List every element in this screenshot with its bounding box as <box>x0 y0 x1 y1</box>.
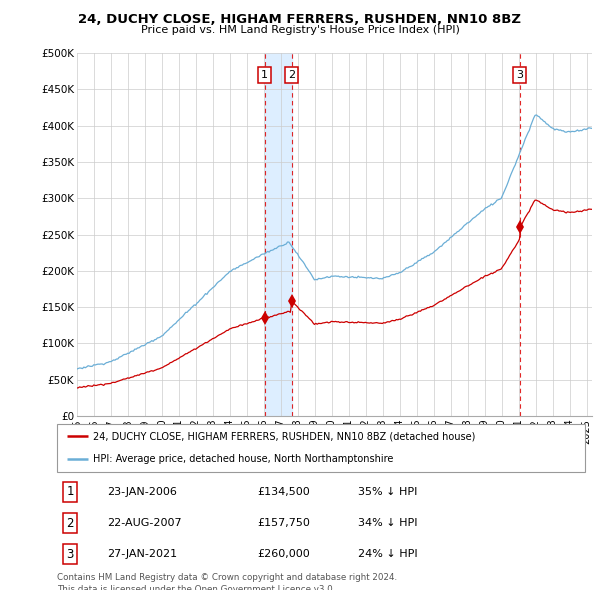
Text: 22-AUG-2007: 22-AUG-2007 <box>107 518 182 528</box>
Text: HPI: Average price, detached house, North Northamptonshire: HPI: Average price, detached house, Nort… <box>93 454 393 464</box>
Text: £157,750: £157,750 <box>257 518 311 528</box>
Text: 1: 1 <box>261 70 268 80</box>
Bar <box>265 53 292 416</box>
Text: 24, DUCHY CLOSE, HIGHAM FERRERS, RUSHDEN, NN10 8BZ: 24, DUCHY CLOSE, HIGHAM FERRERS, RUSHDEN… <box>79 13 521 26</box>
Text: 2: 2 <box>288 70 295 80</box>
Text: £260,000: £260,000 <box>257 549 310 559</box>
Text: 24, DUCHY CLOSE, HIGHAM FERRERS, RUSHDEN, NN10 8BZ (detached house): 24, DUCHY CLOSE, HIGHAM FERRERS, RUSHDEN… <box>93 431 475 441</box>
Text: 3: 3 <box>67 548 74 560</box>
Text: 35% ↓ HPI: 35% ↓ HPI <box>358 487 418 497</box>
Text: 34% ↓ HPI: 34% ↓ HPI <box>358 518 418 528</box>
Text: Contains HM Land Registry data © Crown copyright and database right 2024.
This d: Contains HM Land Registry data © Crown c… <box>57 573 397 590</box>
Text: £134,500: £134,500 <box>257 487 310 497</box>
Text: 1: 1 <box>67 486 74 499</box>
FancyBboxPatch shape <box>57 424 585 472</box>
Text: Price paid vs. HM Land Registry's House Price Index (HPI): Price paid vs. HM Land Registry's House … <box>140 25 460 35</box>
Text: 2: 2 <box>67 516 74 529</box>
Text: 23-JAN-2006: 23-JAN-2006 <box>107 487 177 497</box>
Text: 24% ↓ HPI: 24% ↓ HPI <box>358 549 418 559</box>
Text: 3: 3 <box>516 70 523 80</box>
Text: 27-JAN-2021: 27-JAN-2021 <box>107 549 177 559</box>
